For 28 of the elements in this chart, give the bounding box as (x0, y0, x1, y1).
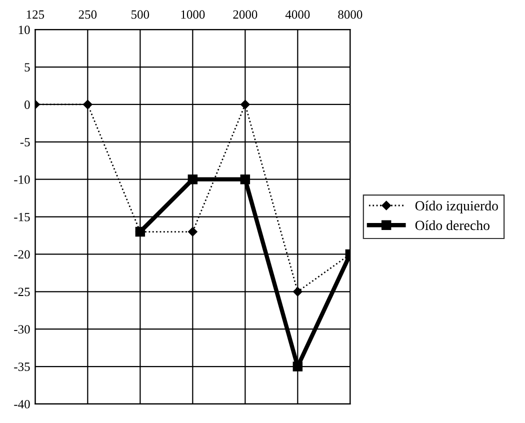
y-tick-label: 5 (24, 63, 30, 72)
y-tick-label: -10 (14, 175, 30, 184)
point (188, 174, 198, 184)
legend-label: Oído izquierdo (415, 200, 498, 214)
y-tick-label: 10 (18, 26, 30, 34)
y-tick-label: -25 (14, 288, 30, 296)
y-tick-label: -40 (14, 400, 30, 408)
x-tick-label: 250 (78, 10, 97, 19)
y-tick-label: -15 (14, 212, 30, 222)
x-tick-label: 125 (26, 10, 44, 19)
point (293, 287, 302, 296)
point (240, 100, 250, 110)
x-tick-label: 500 (132, 10, 150, 19)
point (240, 174, 250, 184)
point (135, 226, 146, 237)
x-tick-label: 2000 (233, 10, 258, 19)
point (188, 227, 198, 236)
y-tick-label: -5 (20, 138, 30, 146)
x-tick-label: 8000 (338, 10, 362, 19)
x-tick-label: 1000 (181, 10, 205, 19)
y-tick-label: -35 (14, 362, 30, 371)
legend-label: Oído derecho (415, 220, 490, 230)
point (83, 100, 92, 110)
y-tick-label: -20 (14, 250, 30, 259)
point (292, 362, 303, 372)
y-tick-label: 0 (24, 100, 30, 109)
y-tick-label: -30 (14, 325, 30, 334)
x-tick-label: 4000 (285, 10, 310, 19)
